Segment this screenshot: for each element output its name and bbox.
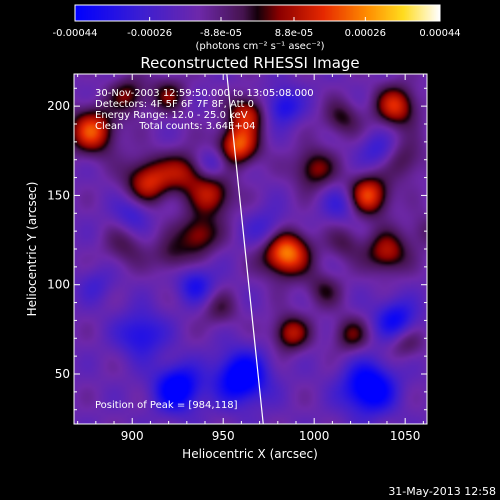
y-tick-label: 100 xyxy=(47,278,70,292)
heatmap-image xyxy=(74,74,427,424)
solar-limb-line xyxy=(226,73,264,425)
info-detectors: Detectors: 4F 5F 6F 7F 8F, Att 0 xyxy=(95,99,254,110)
x-axis-label: Heliocentric X (arcsec) xyxy=(182,447,318,461)
x-tick-label: 1050 xyxy=(390,429,421,443)
colorbar-tick-label: -0.00026 xyxy=(127,28,172,39)
colorbar: -0.00044 -0.00026 -8.8e-05 8.8e-05 0.00026 0.… xyxy=(53,4,461,52)
y-tick-label: 50 xyxy=(55,367,70,381)
y-tick-label: 150 xyxy=(47,188,70,202)
info-time-range: 30-Nov-2003 12:59:50.000 to 13:05:08.000 xyxy=(95,88,314,99)
x-tick-label: 950 xyxy=(212,429,235,443)
info-block: 30-Nov-2003 12:59:50.000 to 13:05:08.000… xyxy=(95,88,314,132)
colorbar-frame xyxy=(74,4,441,22)
colorbar-tick-label: 0.00044 xyxy=(419,28,460,39)
axis-ticks: 900 950 1000 1050 50 100 150 200 xyxy=(47,74,427,443)
x-tick-label: 900 xyxy=(121,429,144,443)
y-tick-label: 200 xyxy=(47,99,70,113)
footer-timestamp: 31-May-2013 12:58 xyxy=(388,485,496,498)
colorbar-tick-label: 0.00026 xyxy=(345,28,386,39)
colorbar-gradient xyxy=(75,5,440,21)
x-tick-label: 1000 xyxy=(299,429,330,443)
peak-position-label: Position of Peak = [984,118] xyxy=(95,400,238,411)
chart-title: Reconstructed RHESSI Image xyxy=(140,54,359,72)
info-energy-range: Energy Range: 12.0 - 25.0 keV xyxy=(95,110,248,121)
colorbar-unit-label: (photons cm⁻² s⁻¹ asec⁻²) xyxy=(195,41,324,52)
colorbar-tick-label: -0.00044 xyxy=(53,28,98,39)
colorbar-tick-label: 8.8e-05 xyxy=(275,28,313,39)
colorbar-tick-label: -8.8e-05 xyxy=(200,28,242,39)
y-axis-label: Heliocentric Y (arcsec) xyxy=(25,182,39,317)
colorbar-ticks: -0.00044 -0.00026 -8.8e-05 8.8e-05 0.00026 0.… xyxy=(53,17,461,39)
info-counts: Clean Total counts: 3.64E+04 xyxy=(95,121,255,132)
plot-area: 30-Nov-2003 12:59:50.000 to 13:05:08.000… xyxy=(47,73,428,443)
